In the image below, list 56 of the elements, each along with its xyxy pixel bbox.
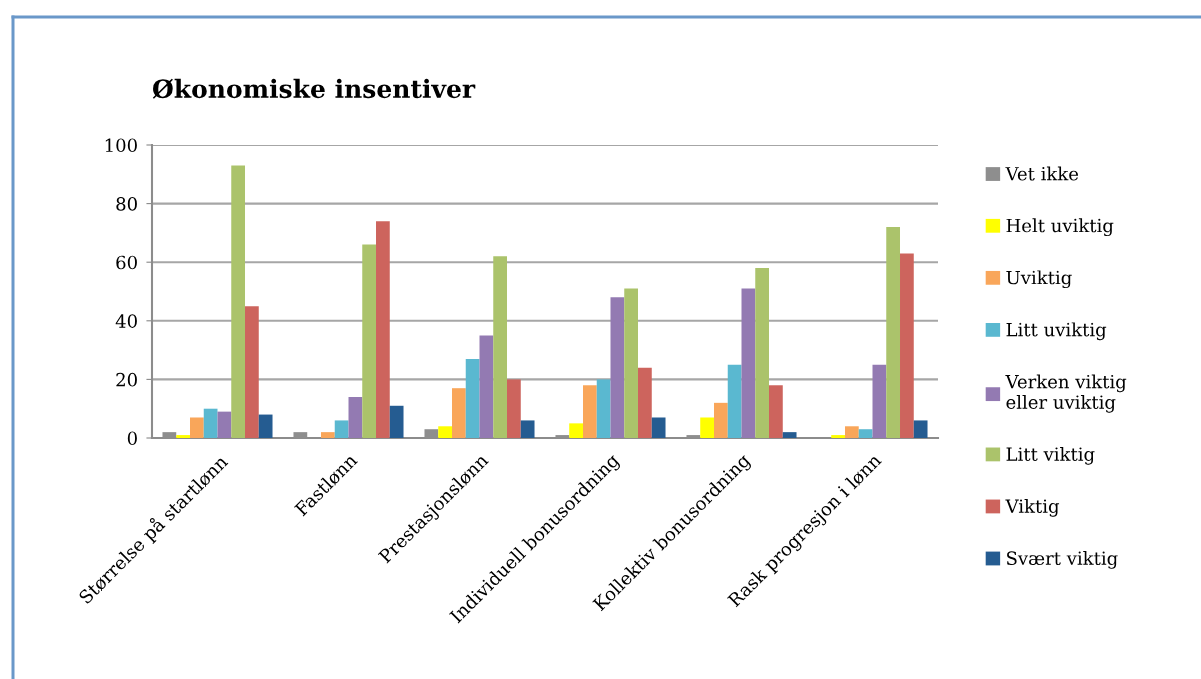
bar bbox=[389, 405, 404, 438]
bar bbox=[582, 385, 597, 438]
bar bbox=[872, 364, 887, 438]
legend-label: Viktig bbox=[1005, 499, 1060, 517]
y-tick-label: 0 bbox=[127, 431, 137, 446]
legend-label: Litt viktig bbox=[1006, 446, 1095, 465]
bar bbox=[507, 379, 521, 438]
legend-label: Uviktig bbox=[1006, 270, 1072, 289]
bar bbox=[727, 364, 742, 438]
bar bbox=[493, 256, 508, 438]
bar bbox=[348, 396, 363, 438]
bar bbox=[700, 417, 714, 438]
bar bbox=[189, 417, 204, 438]
y-tick-label: 80 bbox=[116, 197, 137, 211]
legend-label: Helt uviktig bbox=[1006, 218, 1114, 237]
bar bbox=[479, 335, 494, 438]
bar bbox=[451, 388, 466, 438]
legend-label: Vet ikke bbox=[1005, 166, 1079, 181]
bar bbox=[217, 411, 232, 438]
bar bbox=[831, 435, 845, 438]
legend-label: Verken viktig eller uviktig bbox=[1005, 374, 1127, 413]
bar bbox=[569, 423, 583, 438]
y-tick-label: 60 bbox=[116, 255, 137, 270]
bar bbox=[520, 420, 535, 438]
bar bbox=[245, 306, 259, 438]
bar bbox=[900, 253, 914, 438]
bar bbox=[624, 288, 639, 438]
legend-label: Svært viktig bbox=[1007, 551, 1118, 569]
bar bbox=[376, 221, 390, 438]
bar bbox=[741, 288, 756, 438]
bar bbox=[258, 414, 273, 438]
bar bbox=[596, 379, 611, 438]
bar bbox=[438, 426, 452, 438]
bar bbox=[465, 358, 480, 438]
bar bbox=[913, 420, 928, 438]
bar bbox=[362, 244, 377, 438]
bar bbox=[651, 417, 666, 438]
bar bbox=[231, 165, 246, 438]
bar bbox=[769, 385, 783, 438]
bar bbox=[886, 227, 901, 438]
y-tick-label: 100 bbox=[105, 138, 137, 153]
bar bbox=[755, 268, 770, 438]
bar bbox=[858, 429, 873, 438]
bar bbox=[638, 367, 652, 438]
y-tick-label: 20 bbox=[116, 372, 137, 387]
bar bbox=[610, 297, 625, 438]
bar bbox=[713, 402, 728, 438]
y-tick-label: 40 bbox=[115, 314, 137, 328]
chart-title: Økonomiske insentiver bbox=[152, 78, 476, 99]
bar bbox=[320, 432, 335, 438]
legend-label: Litt uviktig bbox=[1006, 322, 1107, 341]
bar bbox=[203, 408, 218, 438]
bar bbox=[334, 420, 349, 438]
bar bbox=[844, 426, 859, 438]
bar bbox=[782, 432, 797, 438]
bar bbox=[176, 435, 190, 438]
